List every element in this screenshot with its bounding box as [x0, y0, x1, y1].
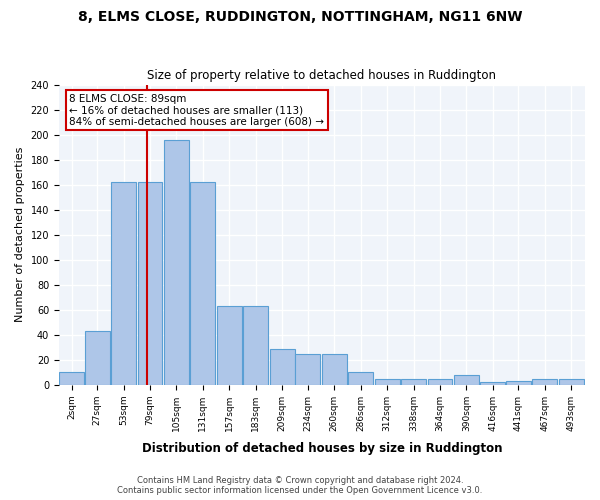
Bar	[322, 354, 347, 385]
Text: 8, ELMS CLOSE, RUDDINGTON, NOTTINGHAM, NG11 6NW: 8, ELMS CLOSE, RUDDINGTON, NOTTINGHAM, N…	[78, 10, 522, 24]
Bar	[111, 182, 136, 385]
Bar	[532, 378, 557, 385]
Bar	[85, 331, 110, 385]
Bar	[164, 140, 189, 385]
Bar	[454, 375, 479, 385]
Bar	[559, 378, 584, 385]
Bar	[481, 382, 505, 385]
Bar	[348, 372, 373, 385]
Bar	[137, 182, 163, 385]
Bar	[217, 306, 242, 385]
Bar	[401, 378, 426, 385]
Y-axis label: Number of detached properties: Number of detached properties	[15, 147, 25, 322]
Title: Size of property relative to detached houses in Ruddington: Size of property relative to detached ho…	[148, 69, 496, 82]
Bar	[428, 378, 452, 385]
Bar	[295, 354, 320, 385]
Bar	[374, 378, 400, 385]
Text: Contains HM Land Registry data © Crown copyright and database right 2024.
Contai: Contains HM Land Registry data © Crown c…	[118, 476, 482, 495]
Bar	[270, 348, 295, 385]
Text: 8 ELMS CLOSE: 89sqm
← 16% of detached houses are smaller (113)
84% of semi-detac: 8 ELMS CLOSE: 89sqm ← 16% of detached ho…	[70, 94, 325, 127]
Bar	[506, 381, 531, 385]
Bar	[585, 382, 600, 385]
Bar	[244, 306, 268, 385]
X-axis label: Distribution of detached houses by size in Ruddington: Distribution of detached houses by size …	[142, 442, 502, 455]
Bar	[190, 182, 215, 385]
Bar	[59, 372, 84, 385]
